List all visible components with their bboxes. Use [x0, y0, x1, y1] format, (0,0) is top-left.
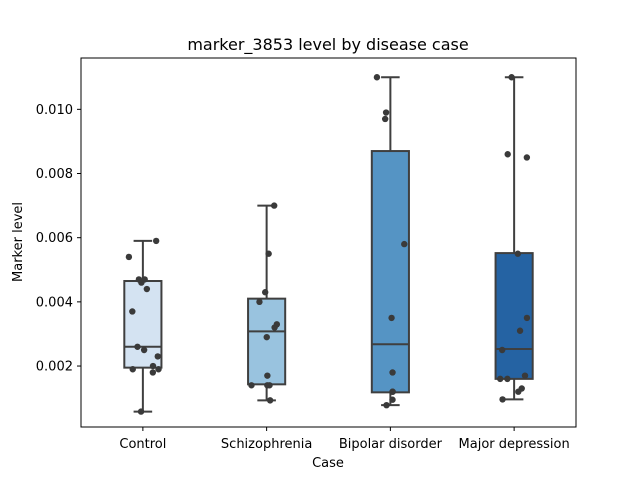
data-point: [154, 353, 161, 360]
y-axis-label: Marker level: [11, 202, 26, 282]
data-point: [125, 253, 133, 261]
data-point: [149, 362, 157, 370]
data-point: [263, 333, 270, 341]
data-point: [152, 237, 160, 245]
data-point: [388, 314, 395, 322]
y-tick-label: 0.010: [36, 103, 73, 118]
data-point: [129, 308, 136, 315]
data-point: [138, 279, 145, 286]
data-point: [266, 382, 273, 389]
data-point: [515, 388, 522, 395]
box: [494, 252, 534, 380]
data-point: [523, 154, 531, 161]
box: [247, 297, 287, 386]
data-point: [504, 375, 511, 383]
strip-points: [125, 74, 531, 415]
data-point: [256, 298, 263, 306]
data-point: [504, 151, 511, 158]
data-point: [508, 74, 515, 81]
box: [370, 150, 410, 394]
data-point: [498, 346, 506, 354]
data-point: [523, 314, 531, 322]
data-point: [134, 343, 141, 350]
data-point: [137, 408, 145, 415]
x-axis: Control Schizophrenia Bipolar disorder Majo…: [119, 427, 570, 452]
data-point: [271, 324, 278, 331]
x-tick-label: Bipolar disorder: [339, 437, 443, 452]
data-point: [389, 396, 396, 403]
data-point: [401, 240, 408, 248]
y-tick-label: 0.002: [36, 360, 73, 375]
data-point: [383, 401, 390, 409]
box-series: [123, 76, 534, 413]
y-axis: 0.002 0.004 0.006 0.008 0.010: [36, 103, 81, 375]
data-point: [381, 115, 389, 123]
data-point: [261, 289, 269, 296]
data-point: [497, 375, 504, 383]
data-point: [499, 396, 506, 403]
y-tick-label: 0.006: [36, 231, 73, 246]
chart-title: marker_3853 level by disease case: [187, 35, 468, 55]
data-point: [373, 74, 381, 81]
x-tick-label: Schizophrenia: [221, 437, 312, 452]
data-point: [265, 250, 272, 257]
data-point: [521, 372, 529, 379]
data-point: [266, 397, 274, 404]
box-group: [494, 76, 534, 401]
y-tick-label: 0.008: [36, 167, 73, 182]
box-group: [370, 76, 410, 407]
data-point: [389, 369, 396, 376]
data-point: [143, 285, 151, 293]
data-point: [389, 388, 396, 395]
data-point: [516, 327, 524, 334]
data-point: [129, 366, 136, 373]
box-group: [247, 204, 287, 402]
data-point: [264, 372, 271, 379]
data-point: [382, 109, 390, 116]
x-tick-label: Control: [119, 437, 166, 452]
y-tick-label: 0.004: [36, 295, 73, 310]
x-tick-label: Major depression: [459, 437, 570, 452]
data-point: [149, 369, 157, 376]
data-point: [514, 250, 522, 257]
box-group: [123, 239, 163, 413]
data-point: [248, 382, 255, 389]
data-point: [271, 202, 278, 209]
x-axis-label: Case: [312, 456, 344, 471]
data-point: [155, 366, 162, 373]
plot-frame: [80, 57, 577, 428]
data-point: [140, 346, 148, 354]
